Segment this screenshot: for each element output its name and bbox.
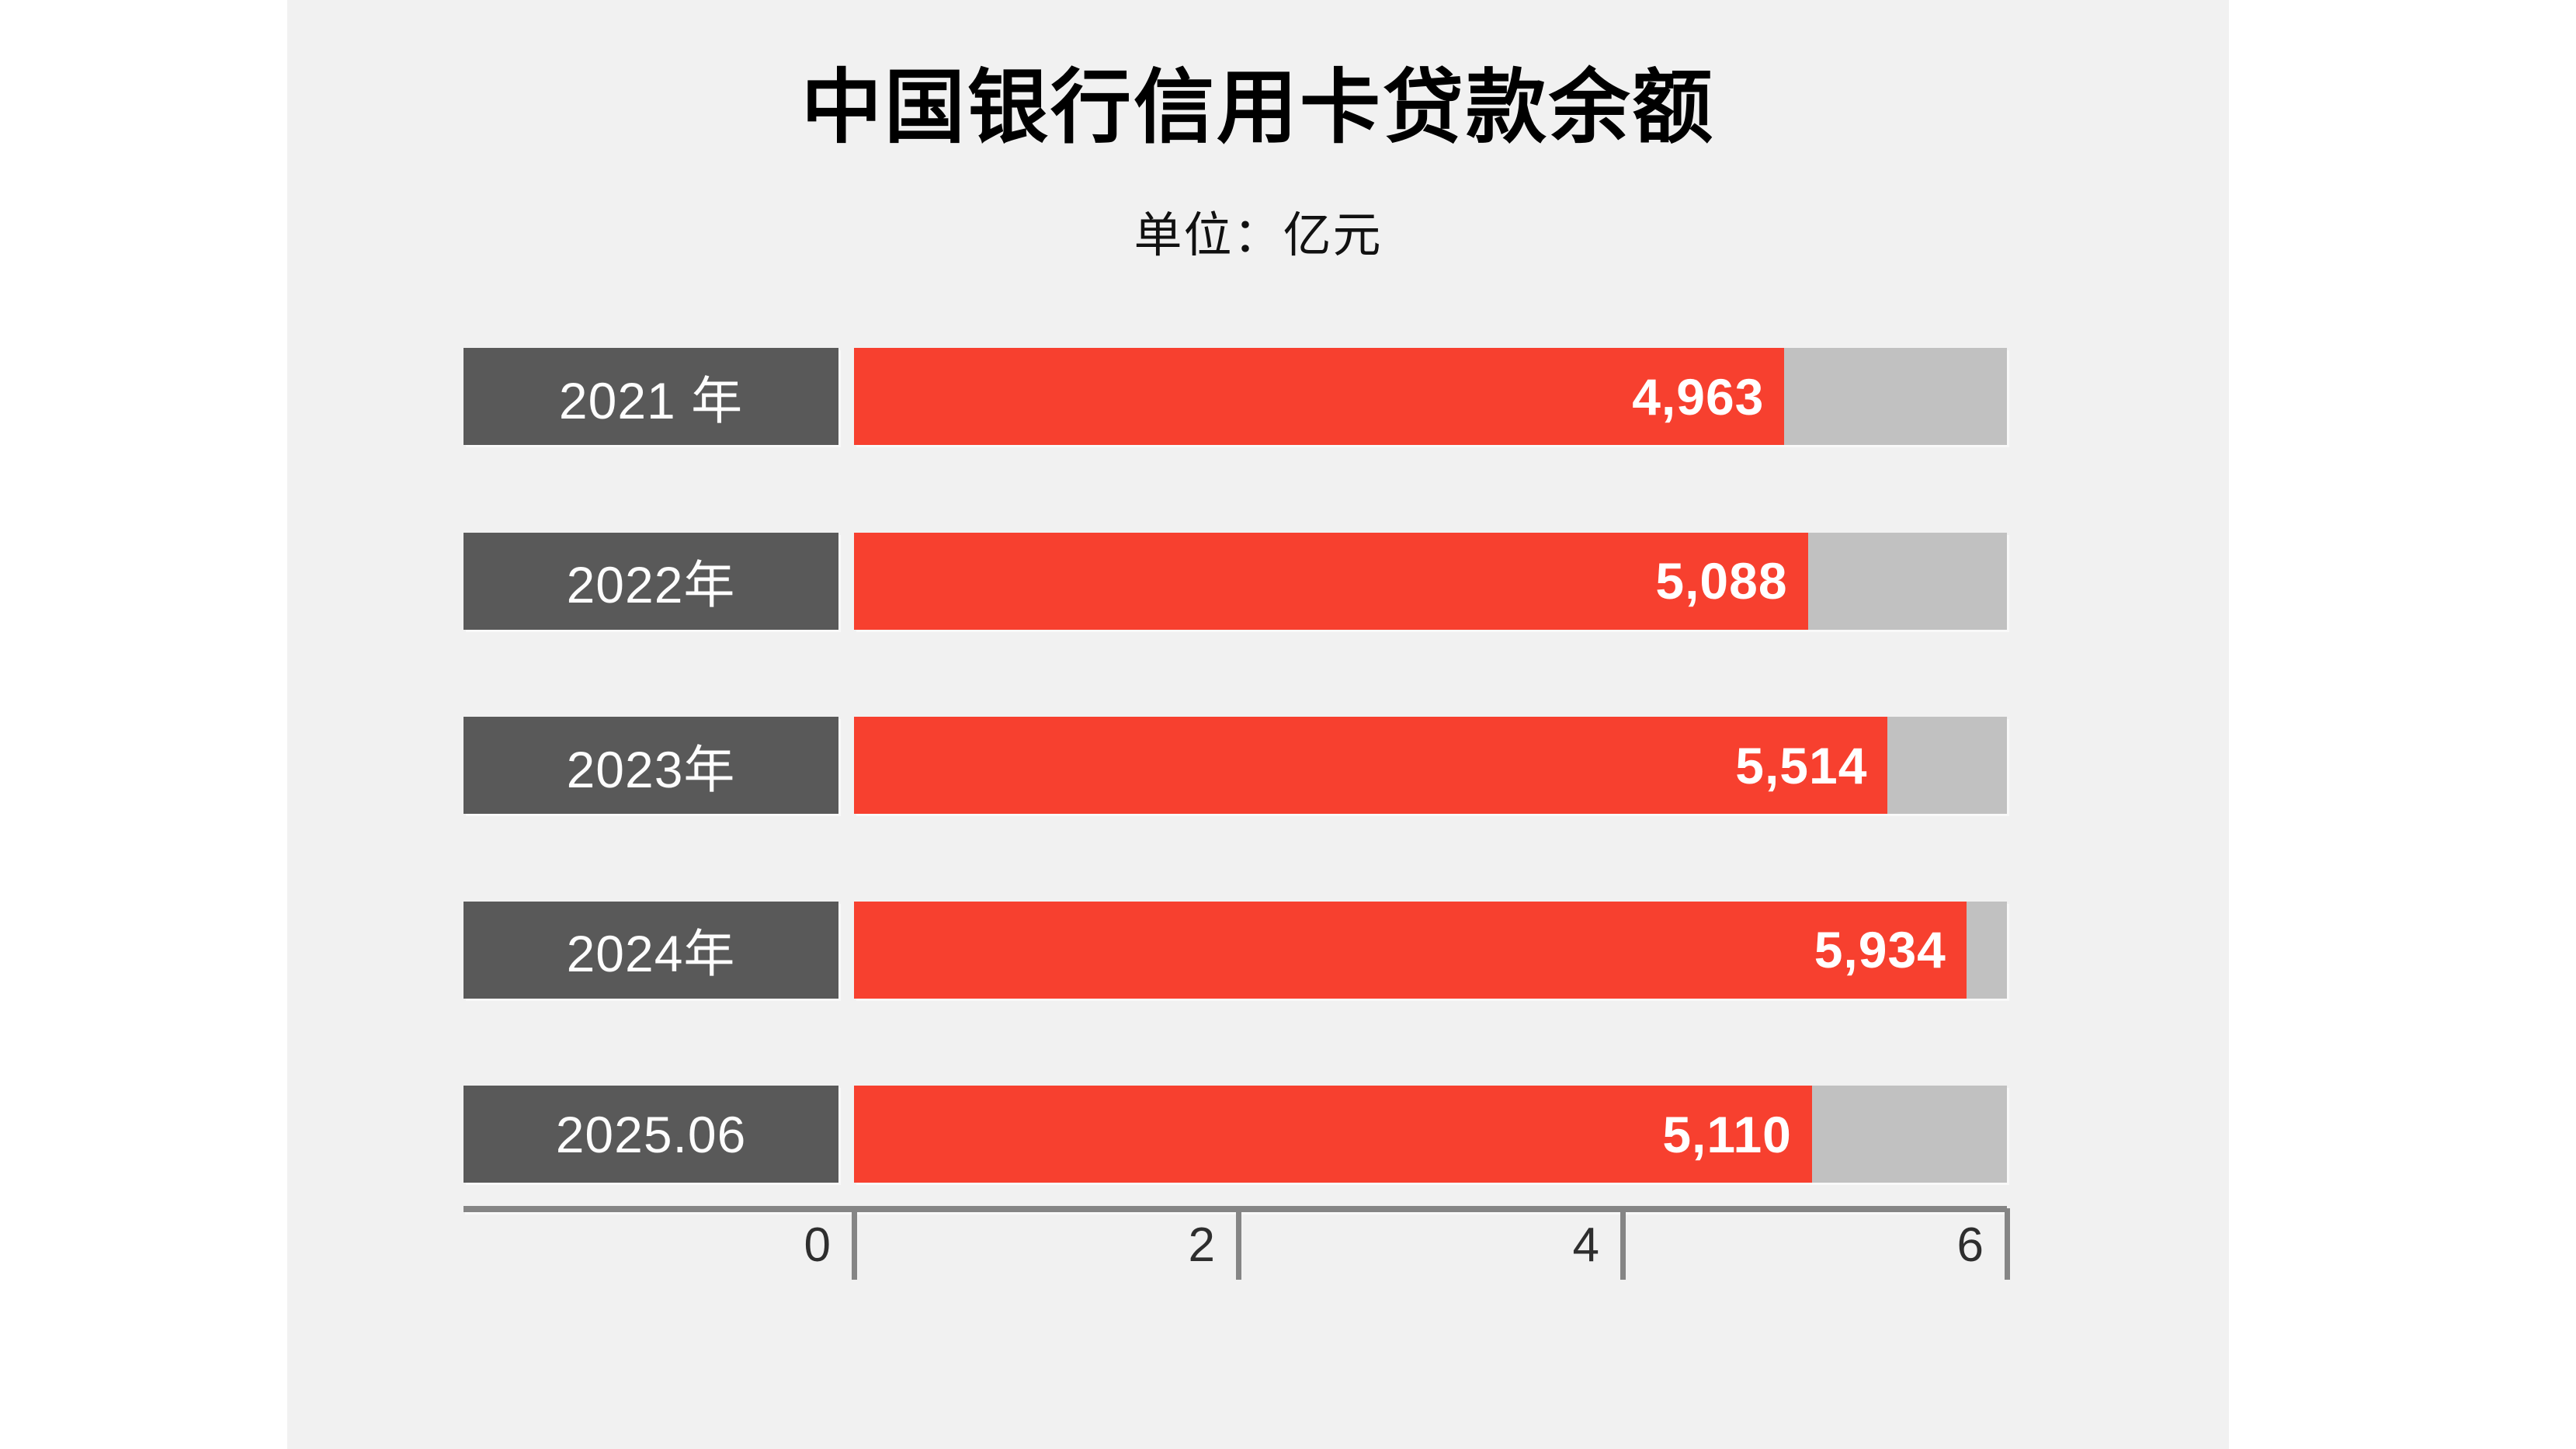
category-label: 2024年: [566, 925, 736, 982]
category-label: 2023年: [566, 740, 736, 798]
category-label-box: 2021 年: [463, 348, 838, 445]
x-axis-tick-label: 0: [804, 1218, 831, 1272]
category-label: 2022年: [566, 556, 736, 613]
bar-fill: 5,110: [854, 1086, 1812, 1183]
value-label: 5,934: [1814, 921, 1946, 978]
value-label: 5,514: [1735, 736, 1868, 794]
value-label: 5,110: [1662, 1105, 1792, 1163]
bar-row: 2021 年 4,963: [463, 348, 2007, 445]
bar-track: 4,963: [854, 348, 2007, 445]
category-label-box: 2025.06: [463, 1086, 838, 1183]
value-label: 4,963: [1632, 367, 1765, 426]
bar-track: 5,088: [854, 532, 2007, 630]
category-label: 2025.06: [555, 1105, 747, 1163]
x-axis-tick: [2005, 1208, 2010, 1280]
x-axis-tick: [1620, 1208, 1626, 1280]
value-label: 5,088: [1655, 552, 1788, 610]
bar-track: 5,514: [854, 717, 2007, 814]
chart-title: 中国银行信用卡贷款余额: [800, 63, 1715, 153]
bar-fill: 5,514: [854, 717, 1888, 814]
category-label-box: 2024年: [463, 901, 838, 999]
bar-row: 2022年 5,088: [463, 532, 2007, 630]
x-axis-line: [463, 1206, 2007, 1212]
bar-row: 2023年 5,514: [463, 717, 2007, 814]
x-axis-tick: [1236, 1208, 1241, 1280]
category-label-box: 2023年: [463, 717, 838, 814]
x-axis-tick-label: 6: [1956, 1218, 1984, 1272]
bar-fill: 5,088: [854, 532, 1808, 630]
x-axis-tick: [852, 1208, 857, 1280]
bar-fill: 4,963: [854, 348, 1785, 445]
category-label-box: 2022年: [463, 532, 838, 630]
bar-fill: 5,934: [854, 901, 1967, 999]
bar-track: 5,110: [854, 1086, 2007, 1183]
x-axis-tick-label: 2: [1188, 1218, 1215, 1272]
bar-row: 2024年 5,934: [463, 901, 2007, 999]
bar-track: 5,934: [854, 901, 2007, 999]
category-label: 2021 年: [558, 371, 744, 429]
x-axis-tick-label: 4: [1572, 1218, 1599, 1272]
bar-row: 2025.06 5,110: [463, 1086, 2007, 1183]
chart-panel: 中国银行信用卡贷款余额 单位：亿元 2021 年 4,963 2022年 5,0…: [287, 0, 2229, 1449]
chart-unit-subtitle: 单位：亿元: [1134, 209, 1383, 262]
